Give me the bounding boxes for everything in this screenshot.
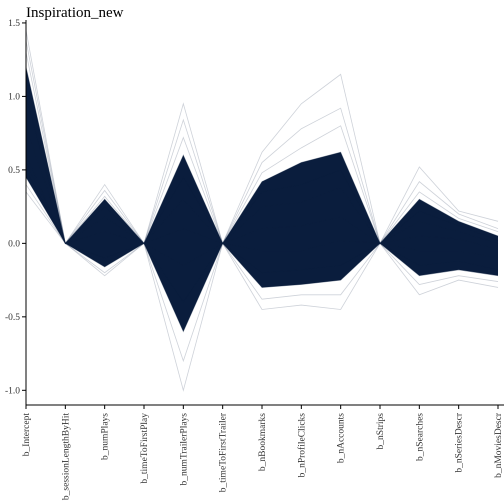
y-axis-ticks: 1.5 1.0 0.5 0.0 -0.5 -1.0: [5, 19, 26, 396]
x-tick-label: b_numPlays: [101, 413, 111, 460]
series-line: [25, 177, 499, 333]
series-line: [25, 169, 499, 303]
y-tick-label: 0.5: [8, 166, 20, 176]
series-line: [25, 96, 499, 245]
series-line: [25, 30, 499, 245]
core-band: [26, 96, 498, 303]
x-tick-label: b_nAccounts: [337, 413, 347, 463]
x-tick-label: b_sessionLengthByHit: [61, 413, 71, 500]
x-tick-label: b_nMoviesDescr: [494, 412, 504, 478]
series-line: [25, 40, 499, 245]
y-tick-label: 0.0: [8, 239, 20, 249]
y-tick-label: 1.5: [8, 19, 20, 29]
x-axis-ticks: b_Intercept b_sessionLengthByHit b_numPlay…: [22, 405, 504, 500]
x-tick-label: b_nStrips: [376, 413, 386, 450]
series-line: [25, 125, 499, 244]
series-line: [25, 184, 499, 363]
x-tick-label: b_nSeriesDescr: [455, 412, 465, 472]
series-line: [25, 66, 499, 245]
series-line: [25, 191, 499, 392]
x-tick-label: b_nProfileClicks: [296, 413, 307, 478]
x-tick-label: b_nSearches: [415, 413, 425, 461]
x-tick-label: b_timeToFirstTrailer: [219, 412, 229, 492]
x-tick-label: b_Intercept: [22, 413, 32, 457]
distribution-bands: [26, 67, 498, 332]
x-tick-label: b_numTrailerPlays: [179, 413, 189, 486]
x-tick-label: b_nBookmarks: [258, 413, 268, 471]
chart-title: Inspiration_new: [26, 5, 124, 21]
y-tick-label: 1.0: [8, 92, 20, 102]
series-lines: [25, 30, 499, 392]
y-tick-label: -1.0: [5, 386, 20, 396]
series-line: [25, 162, 499, 266]
series-line: [25, 52, 499, 245]
series-line: [25, 155, 499, 250]
x-tick-label: b_timeToFirstPlay: [140, 413, 150, 484]
y-tick-label: -0.5: [5, 313, 20, 323]
